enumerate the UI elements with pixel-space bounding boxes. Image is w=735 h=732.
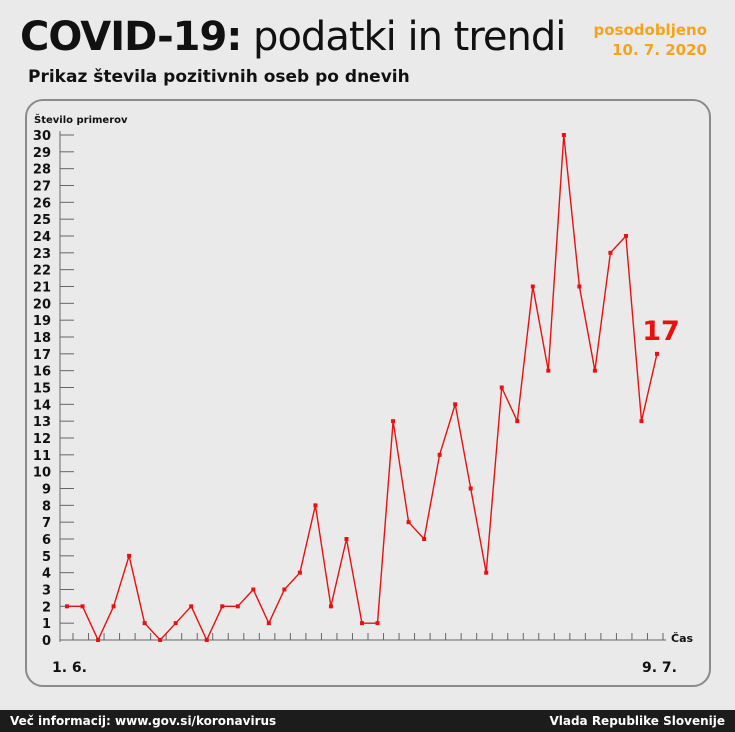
y-tick-label: 2 (42, 600, 51, 615)
last-value-label: 17 (642, 316, 680, 347)
data-point (546, 368, 551, 373)
y-tick-label: 8 (42, 499, 51, 514)
data-point (468, 486, 473, 491)
data-point (142, 621, 147, 626)
title-rest-part: podatki in trendi (241, 14, 566, 60)
data-point (65, 604, 69, 609)
data-point (80, 604, 85, 609)
y-tick-label: 16 (33, 365, 51, 380)
y-tick-label: 21 (33, 281, 51, 296)
y-tick-label: 6 (42, 533, 51, 548)
data-point (422, 537, 427, 541)
data-point (313, 503, 318, 508)
data-point (530, 284, 535, 289)
series-line (67, 134, 658, 641)
data-point (577, 284, 582, 289)
data-point (561, 133, 566, 137)
data-point (515, 419, 520, 424)
data-point (328, 604, 333, 609)
y-tick-label: 15 (33, 382, 51, 397)
data-point (391, 419, 396, 424)
footer-more-info: Več informacij: www.gov.si/koronavirus (10, 714, 277, 728)
data-point (235, 604, 240, 609)
data-point (266, 621, 271, 626)
data-point (453, 402, 458, 407)
y-tick-label: 30 (33, 129, 51, 144)
y-tick-label: 9 (42, 483, 51, 498)
chart-panel (25, 99, 711, 687)
data-point (499, 385, 504, 390)
updated-label: posodobljeno (593, 21, 708, 39)
y-tick-label: 4 (42, 567, 51, 582)
y-tick-label: 0 (42, 634, 51, 649)
data-point (297, 570, 302, 575)
y-tick-label: 22 (33, 264, 51, 279)
data-point (375, 621, 380, 626)
data-point (655, 351, 659, 356)
y-tick-label: 26 (33, 196, 51, 211)
data-point (127, 553, 132, 558)
y-tick-label: 3 (42, 584, 51, 599)
y-tick-label: 29 (33, 146, 51, 161)
data-point (344, 537, 349, 541)
x-end-label: 9. 7. (642, 660, 677, 676)
title-bold-part: COVID-19: (20, 14, 242, 60)
data-point (406, 520, 411, 525)
data-point (251, 587, 256, 592)
y-tick-label: 18 (33, 331, 51, 346)
x-start-label: 1. 6. (52, 660, 87, 676)
data-point (173, 621, 178, 626)
y-tick-label: 20 (33, 297, 51, 312)
y-tick-label: 11 (33, 449, 51, 464)
y-tick-label: 10 (33, 466, 51, 481)
y-tick-label: 1 (42, 617, 51, 632)
y-tick-label: 12 (33, 432, 51, 447)
data-point (220, 604, 225, 609)
data-point (437, 452, 442, 457)
data-point (592, 368, 597, 373)
data-point (158, 638, 163, 642)
data-point (360, 621, 364, 626)
y-tick-label: 14 (33, 398, 51, 413)
data-point (111, 604, 116, 609)
y-tick-label: 19 (33, 314, 51, 329)
footer-bar: Več informacij: www.gov.si/koronavirus V… (0, 710, 735, 732)
data-point (282, 587, 287, 592)
data-point (96, 638, 101, 642)
data-point (484, 570, 489, 575)
data-point (608, 250, 613, 255)
y-tick-label: 17 (33, 348, 51, 363)
y-tick-label: 28 (33, 163, 51, 178)
chart-subtitle: Prikaz števila pozitivnih oseb po dnevih (28, 67, 410, 87)
y-tick-label: 13 (33, 415, 51, 430)
y-tick-label: 24 (33, 230, 51, 245)
data-point (204, 638, 209, 642)
page-title: COVID-19: podatki in trendi (20, 4, 566, 70)
data-point (639, 419, 644, 424)
y-tick-label: 7 (42, 516, 51, 531)
data-point (623, 234, 628, 238)
x-axis-label: Čas (671, 632, 693, 645)
y-tick-label: 23 (33, 247, 51, 262)
y-tick-label: 27 (33, 180, 51, 195)
y-axis-label: Število primerov (34, 113, 128, 126)
updated-stamp: posodobljeno 10. 7. 2020 (594, 20, 708, 60)
footer-government: Vlada Republike Slovenije (549, 714, 725, 728)
y-tick-label: 5 (42, 550, 51, 565)
data-point (189, 604, 194, 609)
y-tick-label: 25 (33, 213, 51, 228)
updated-date: 10. 7. 2020 (612, 41, 707, 59)
